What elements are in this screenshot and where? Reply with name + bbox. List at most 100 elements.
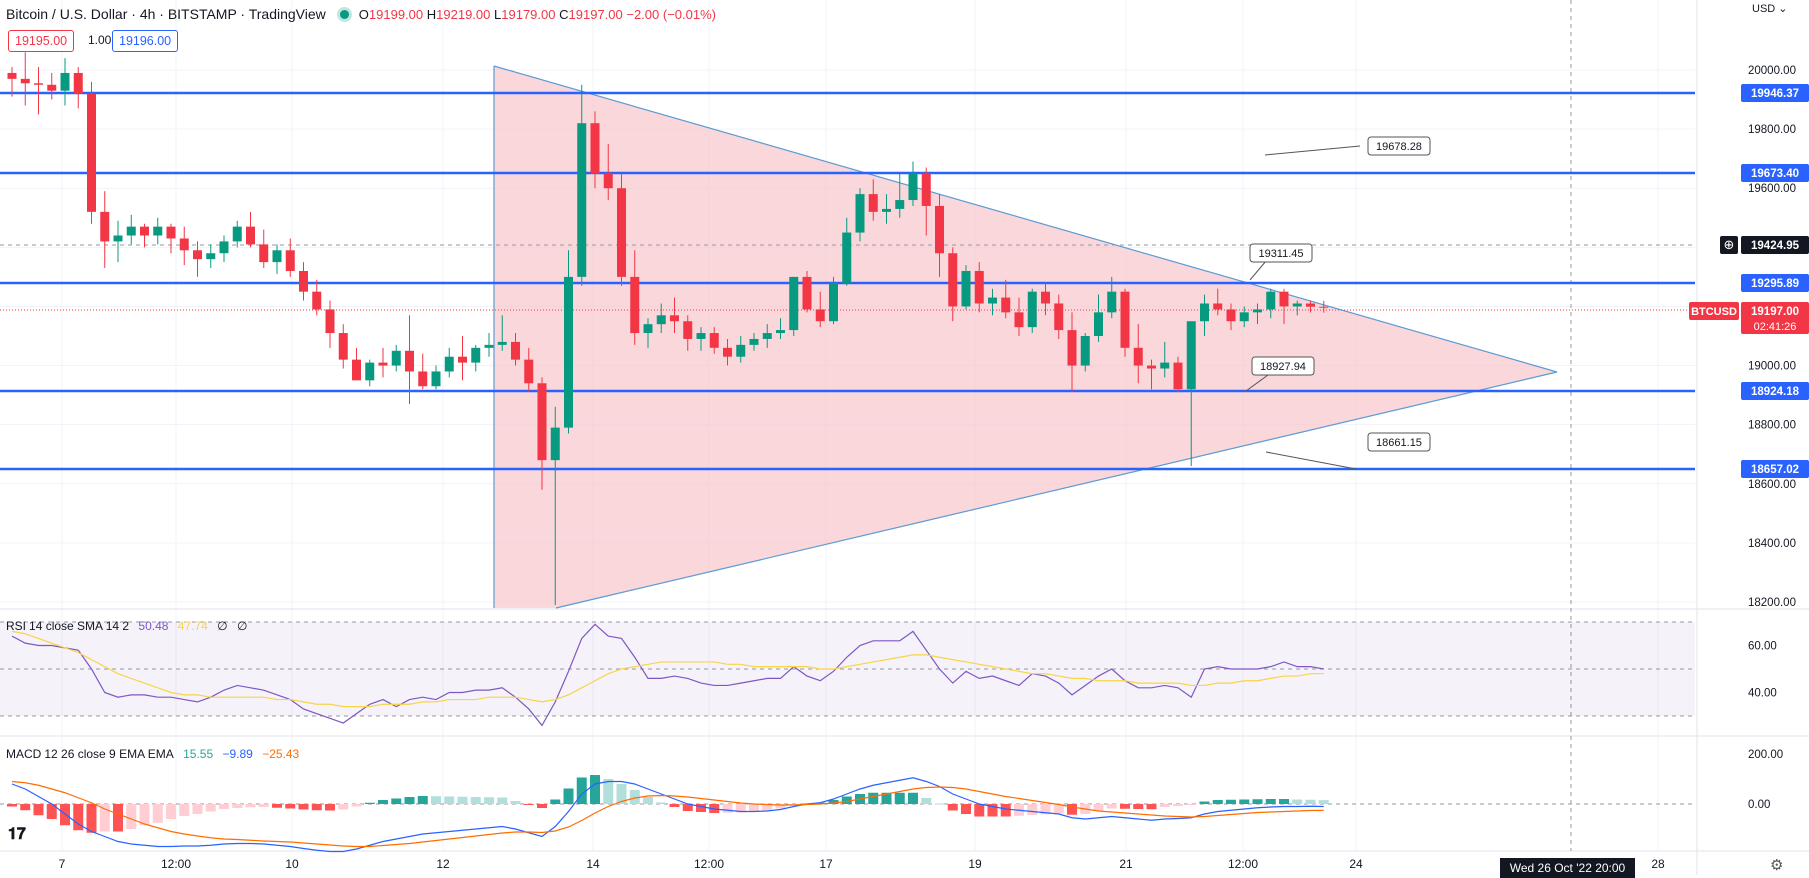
macd-histogram-bar — [484, 797, 494, 804]
rsi-pane[interactable]: 60.00 40.00 — [0, 621, 1777, 727]
time-tick-label: 21 — [1119, 857, 1133, 871]
rsi-extra-1: ∅ — [217, 619, 228, 633]
triangle-fill[interactable] — [494, 66, 1557, 608]
candle-body — [1080, 336, 1090, 366]
candle — [603, 143, 613, 201]
candle — [1239, 306, 1249, 328]
horizontal-levels[interactable]: 19946.37 19673.40 19295.89 18924.18 18657.02 — [0, 84, 1809, 478]
price-callout[interactable] — [1265, 451, 1357, 470]
macd-pane[interactable]: 200.00 0.00 — [0, 749, 1783, 853]
macd-histogram-bar — [325, 804, 335, 811]
add-alert-button-bg[interactable] — [1720, 236, 1738, 254]
candle — [1147, 359, 1156, 390]
macd-histogram-bar — [126, 804, 137, 829]
macd-histogram-bar — [192, 804, 203, 814]
price-axis[interactable]: 20000.0019800.0019600.0019400.0019200.00… — [1748, 65, 1796, 609]
macd-legend[interactable]: MACD 12 26 close 9 EMA EMA 15.55 −9.89 −2… — [6, 747, 305, 761]
rsi-legend[interactable]: RSI 14 close SMA 14 2 50.48 47.74 ∅ ∅ — [6, 619, 253, 633]
macd-histogram-bar — [444, 796, 455, 804]
price-callouts[interactable]: 19678.28 19311.45 18927.94 18661.15 — [1245, 136, 1431, 470]
triangle-pattern[interactable] — [493, 65, 1558, 609]
price-tick-label: 18200.00 — [1748, 597, 1796, 609]
triangle-lower-edge[interactable] — [555, 371, 1558, 609]
candle-body — [431, 371, 441, 387]
macd-histogram-bar — [1093, 804, 1104, 811]
candle — [709, 327, 719, 354]
candle-body — [908, 173, 918, 201]
macd-histogram-bar — [1159, 804, 1170, 807]
currency-label[interactable]: USD — [1752, 3, 1776, 15]
price-callout-box[interactable]: 18927.94 — [1251, 356, 1315, 376]
candle-body — [590, 123, 600, 174]
candle-body — [1239, 312, 1249, 322]
candle — [1213, 288, 1223, 316]
candle — [1094, 294, 1103, 342]
time-axis[interactable]: 7 12:00 10 12 14 12:00 17 19 21 12:00 24 28 — [59, 857, 1665, 871]
candle — [1027, 288, 1037, 334]
macd-histogram-bar — [417, 796, 428, 804]
candle — [842, 217, 852, 286]
symbol-title[interactable]: Bitcoin / U.S. Dollar · 4h · BITSTAMP · … — [6, 6, 326, 22]
candle — [166, 223, 176, 254]
level-price-tag: 19673.40 — [1741, 164, 1809, 182]
macd-tick-label: 0.00 — [1748, 799, 1770, 811]
candle — [1041, 282, 1050, 316]
candle-body — [1292, 303, 1302, 307]
candle — [974, 262, 984, 313]
triangle-upper-edge[interactable] — [493, 65, 1558, 373]
price-callout-box[interactable]: 18661.15 — [1367, 432, 1431, 452]
ohlc-close: 19197.00 — [568, 6, 623, 22]
candle-body — [47, 84, 57, 91]
crosshair-price-tag: ⊕ 19424.95 — [1720, 236, 1809, 254]
candle-body — [948, 253, 958, 307]
macd-histogram-bar — [179, 804, 190, 816]
macd-histogram-bar — [563, 788, 574, 804]
macd-histogram-bar — [1279, 799, 1289, 804]
ohlc-open: 19199.00 — [368, 6, 424, 22]
rsi-extra-2: ∅ — [236, 619, 248, 633]
macd-histogram-bar — [868, 792, 879, 804]
price-callout[interactable] — [1245, 374, 1269, 392]
candle — [1080, 333, 1090, 372]
macd-histogram-bar — [643, 797, 653, 804]
time-tick-label: 10 — [285, 857, 299, 871]
candle-body — [1001, 297, 1011, 313]
candle-body — [988, 297, 997, 304]
price-callout[interactable] — [1264, 145, 1361, 156]
macd-histogram-bar — [974, 804, 985, 817]
macd-histogram-bar — [285, 804, 296, 809]
candle-body — [656, 315, 666, 325]
candle-body — [166, 226, 176, 239]
price-callout[interactable] — [1249, 260, 1267, 281]
candle — [1160, 341, 1170, 378]
candle — [935, 194, 944, 277]
buy-button[interactable]: 19196.00 — [112, 30, 179, 52]
candlesticks — [7, 52, 1329, 605]
candle-body — [1147, 365, 1156, 369]
candle-body — [179, 238, 189, 251]
macd-histogram-bar — [7, 804, 17, 807]
candle-body — [1107, 291, 1117, 313]
macd-histogram-bar — [828, 800, 839, 804]
candle-body — [723, 347, 732, 357]
price-callout-box[interactable]: 19678.28 — [1367, 136, 1431, 156]
callout-price-label: 18661.15 — [1376, 437, 1422, 449]
sell-button[interactable]: 19195.00 — [8, 30, 75, 52]
currency-selector[interactable]: USD ⌄ — [1752, 2, 1788, 15]
candle-body — [246, 226, 255, 245]
callout-box-bg — [1249, 243, 1313, 263]
macd-histogram-bar — [523, 804, 534, 805]
candle — [537, 377, 547, 490]
candle — [338, 324, 348, 369]
tradingview-logo-icon[interactable]: 𝟏𝟕 — [8, 824, 26, 843]
candle — [1107, 276, 1117, 319]
callout-box-bg — [1367, 432, 1431, 452]
gear-icon[interactable]: ⚙ — [1770, 856, 1784, 874]
macd-histogram-bar — [987, 804, 998, 817]
candle-body — [1266, 291, 1276, 310]
chevron-down-icon: ⌄ — [1778, 3, 1788, 15]
price-callout-box[interactable]: 19311.45 — [1249, 243, 1313, 263]
candle-body — [219, 241, 229, 254]
